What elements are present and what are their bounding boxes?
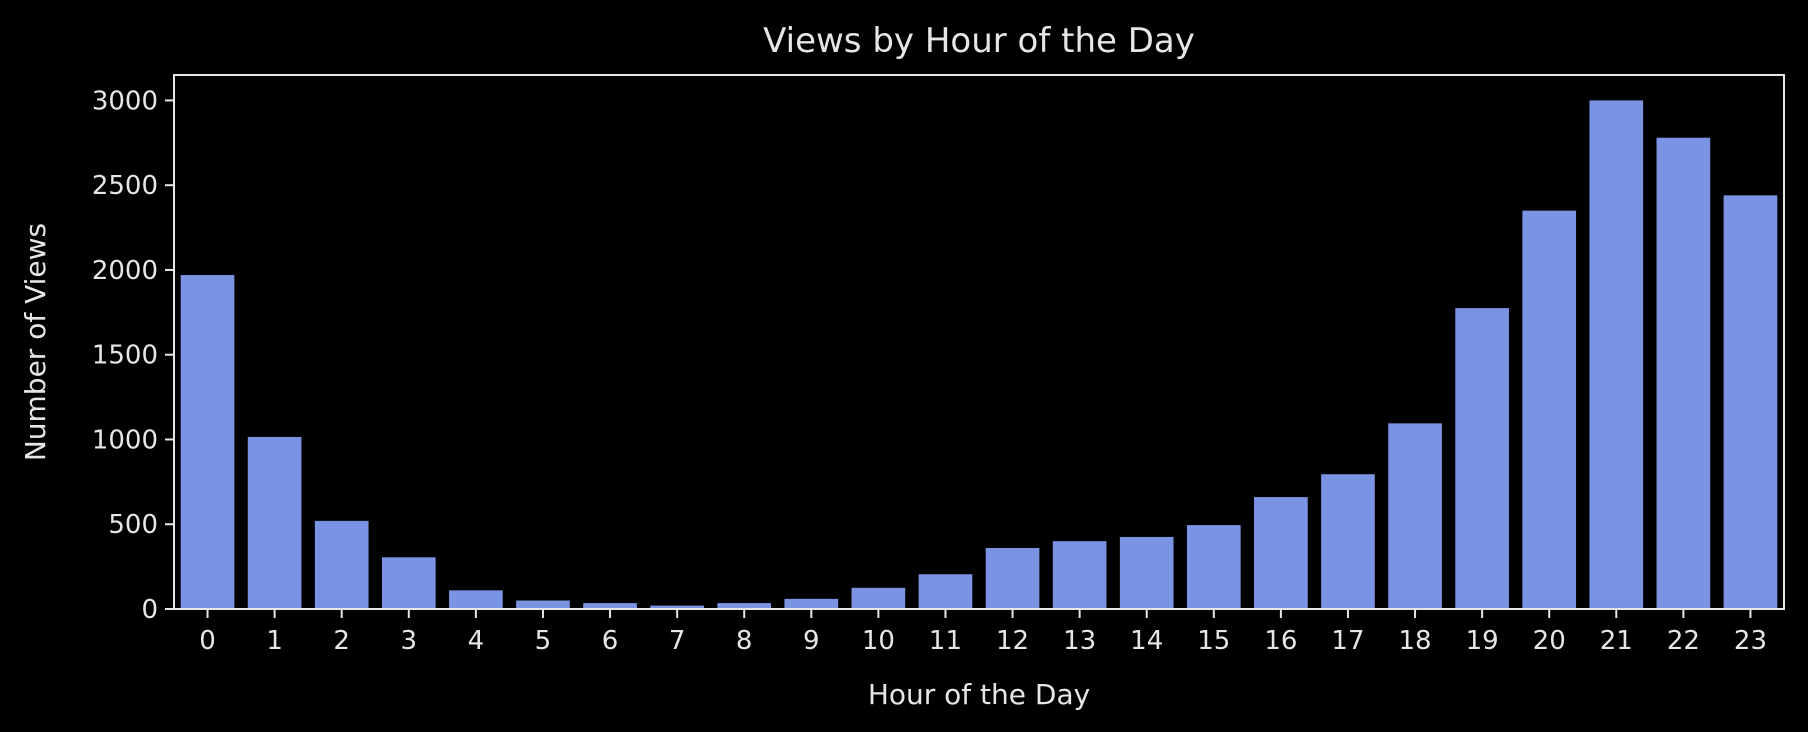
x-tick-label: 3 xyxy=(401,626,418,656)
x-tick-label: 7 xyxy=(669,626,686,656)
bar-hour-0 xyxy=(181,275,235,609)
bar-hour-15 xyxy=(1187,525,1241,609)
bar-hour-14 xyxy=(1120,537,1174,609)
y-tick-label: 1500 xyxy=(92,341,158,371)
x-tick-label: 16 xyxy=(1264,626,1297,656)
bar-hour-5 xyxy=(516,601,570,609)
x-axis: 0 1 2 3 4 5 6 7 8 9 10 11 12 13 14 15 16 17 18 19 20 21 22 23 xyxy=(199,609,1767,656)
x-tick-label: 9 xyxy=(803,626,820,656)
x-tick-label: 19 xyxy=(1466,626,1499,656)
bar-hour-4 xyxy=(449,590,503,609)
bar-hour-13 xyxy=(1053,541,1107,609)
x-tick-label: 18 xyxy=(1398,626,1431,656)
x-axis-label: Hour of the Day xyxy=(868,678,1090,711)
bar-hour-3 xyxy=(382,557,436,609)
bar-hour-18 xyxy=(1388,423,1442,609)
x-tick-label: 10 xyxy=(862,626,895,656)
x-tick-label: 8 xyxy=(736,626,753,656)
y-tick-label: 500 xyxy=(108,510,158,540)
x-tick-label: 17 xyxy=(1331,626,1364,656)
bars-group xyxy=(181,100,1778,609)
y-tick-label: 1000 xyxy=(92,425,158,455)
x-tick-label: 6 xyxy=(602,626,619,656)
bar-hour-10 xyxy=(852,588,906,609)
bar-hour-17 xyxy=(1321,474,1375,609)
x-tick-label: 2 xyxy=(333,626,350,656)
x-tick-label: 0 xyxy=(199,626,216,656)
bar-hour-22 xyxy=(1657,138,1711,609)
bar-hour-12 xyxy=(986,548,1040,609)
y-tick-label: 0 xyxy=(141,595,158,625)
bar-hour-23 xyxy=(1724,195,1778,609)
bar-hour-9 xyxy=(784,599,838,609)
y-axis: 0 500 1000 1500 2000 2500 3000 xyxy=(92,86,174,625)
bar-hour-20 xyxy=(1522,211,1576,609)
bar-hour-21 xyxy=(1589,100,1643,609)
bar-hour-19 xyxy=(1455,308,1509,609)
x-tick-label: 21 xyxy=(1600,626,1633,656)
y-tick-label: 2500 xyxy=(92,171,158,201)
x-tick-label: 23 xyxy=(1734,626,1767,656)
x-tick-label: 1 xyxy=(266,626,283,656)
x-tick-label: 12 xyxy=(996,626,1029,656)
chart-title: Views by Hour of the Day xyxy=(763,21,1195,61)
x-tick-label: 20 xyxy=(1533,626,1566,656)
x-tick-label: 11 xyxy=(929,626,962,656)
bar-hour-11 xyxy=(919,574,973,609)
x-tick-label: 22 xyxy=(1667,626,1700,656)
bar-hour-1 xyxy=(248,437,302,609)
x-tick-label: 4 xyxy=(468,626,485,656)
y-tick-label: 2000 xyxy=(92,256,158,286)
bar-hour-2 xyxy=(315,521,369,609)
y-tick-label: 3000 xyxy=(92,86,158,116)
x-tick-label: 14 xyxy=(1130,626,1163,656)
x-tick-label: 5 xyxy=(535,626,552,656)
x-tick-label: 13 xyxy=(1063,626,1096,656)
bar-hour-16 xyxy=(1254,497,1308,609)
y-axis-label: Number of Views xyxy=(19,223,52,461)
x-tick-label: 15 xyxy=(1197,626,1230,656)
